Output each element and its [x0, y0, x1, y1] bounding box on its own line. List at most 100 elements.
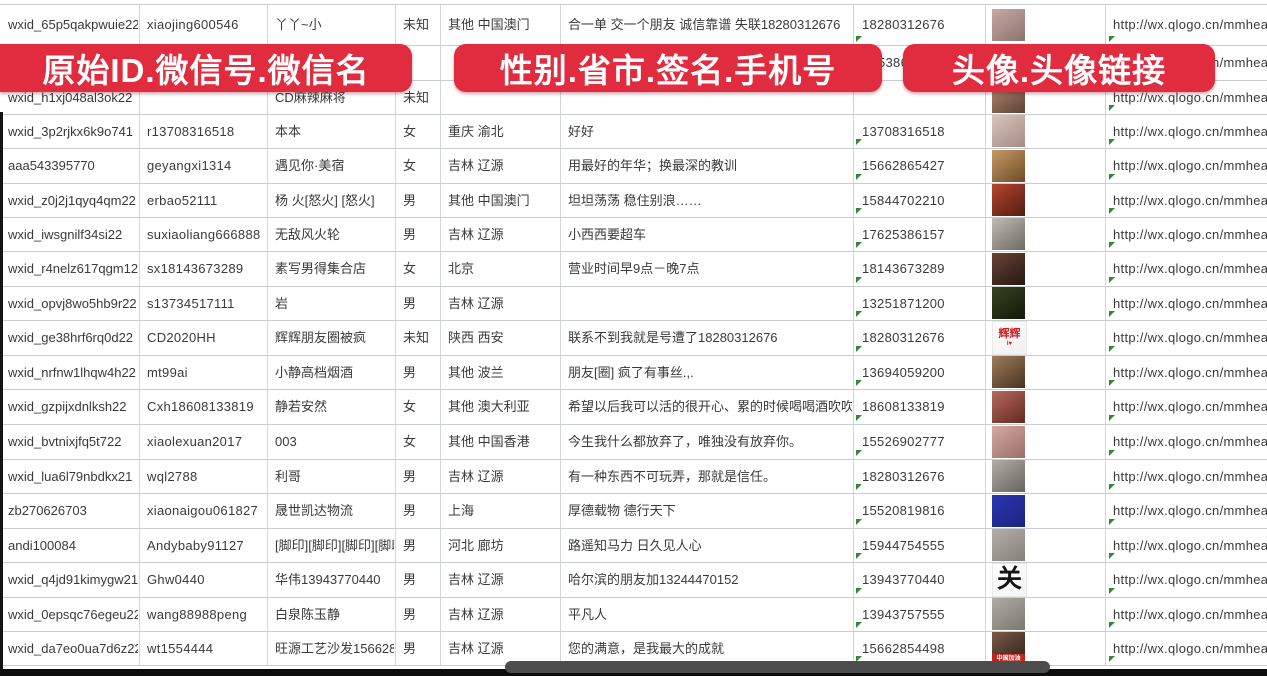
cell-phone[interactable]: 15662854498 [862, 640, 945, 656]
cell-phone[interactable]: 13943757555 [862, 606, 945, 622]
cell-gender[interactable]: 未知 [403, 17, 430, 32]
cell-wxid[interactable]: wxid_3p2rjkx6k9o741 [8, 123, 134, 139]
cell-nickname[interactable]: 岩 [275, 295, 289, 311]
avatar-url-link[interactable]: http://wx.qlogo.cn/mmhead [1113, 503, 1267, 518]
cell-gender[interactable]: 女 [403, 434, 417, 449]
china-jiayou-photo-avatar[interactable]: 中国加油 [992, 632, 1025, 664]
cell-nickname[interactable]: 杨 火[怒火] [怒火] [275, 192, 375, 208]
person-on-field-photo-avatar[interactable] [992, 598, 1025, 630]
cell-region[interactable]: 吉林 辽源 [448, 572, 504, 587]
cell-gender[interactable]: 女 [403, 123, 417, 139]
cell-wxid[interactable]: wxid_iwsgnilf34si22 [8, 226, 123, 242]
woman-selfie-red-photo-avatar[interactable] [992, 390, 1025, 423]
cell-phone[interactable]: 15944754555 [862, 537, 945, 553]
cell-gender[interactable]: 男 [403, 226, 417, 242]
cell-phone[interactable]: 13694059200 [862, 364, 945, 380]
cell-wxid[interactable]: aaa543395770 [8, 158, 95, 173]
cell-region[interactable]: 陕西 西安 [448, 330, 504, 345]
cell-wxid[interactable]: wxid_0epsqc76egeu22 [8, 606, 138, 622]
cell-gender[interactable]: 男 [403, 295, 417, 311]
cell-phone[interactable]: 18280312676 [862, 330, 945, 345]
cell-signature[interactable]: 您的满意，是我最大的成就 [568, 640, 725, 656]
cell-gender[interactable]: 未知 [403, 330, 430, 345]
cell-region[interactable]: 河北 廊坊 [448, 537, 504, 553]
cell-nickname[interactable]: 素写男得集合店 [275, 261, 367, 276]
cell-wxid[interactable]: zb270626703 [8, 503, 87, 518]
cell-phone[interactable]: 13251871200 [862, 295, 945, 311]
person-in-car-photo-avatar[interactable] [992, 218, 1025, 250]
cell-region[interactable]: 其他 澳大利亚 [448, 399, 530, 414]
cell-signature[interactable]: 希望以后我可以活的很开心、累的时候喝喝酒吹吹[ [568, 399, 852, 414]
cell-region[interactable]: 吉林 辽源 [448, 158, 504, 173]
cell-signature[interactable]: 平凡人 [568, 606, 608, 622]
cell-wechat_id[interactable]: wang88988peng [147, 606, 248, 622]
avatar-url-link[interactable]: http://wx.qlogo.cn/mmhead [1113, 330, 1267, 345]
cell-wechat_id[interactable]: xiaolexuan2017 [147, 434, 243, 449]
cell-signature[interactable]: 好好 [568, 123, 595, 139]
cell-nickname[interactable]: [脚印][脚印][脚印][脚印] [275, 537, 394, 553]
cell-signature[interactable]: 朋友[圈] 疯了有事丝.,. [568, 364, 694, 380]
cell-nickname[interactable]: 晟世凯达物流 [275, 503, 354, 518]
cell-wxid[interactable]: wxid_h1xj048al3ok22 [8, 89, 133, 105]
cell-gender[interactable]: 女 [403, 158, 417, 173]
cell-gender[interactable]: 男 [403, 606, 417, 622]
cell-gender[interactable]: 未知 [403, 89, 430, 105]
avatar-url-link[interactable]: http://wx.qlogo.cn/mmhead [1113, 17, 1267, 32]
cell-avatar[interactable] [987, 286, 1104, 320]
cell-wechat_id[interactable]: sx18143673289 [147, 261, 244, 276]
cell-wechat_id[interactable]: CD2020HH [147, 330, 216, 345]
cell-region[interactable]: 吉林 辽源 [448, 640, 504, 656]
cell-signature[interactable]: 坦坦荡荡 稳住别浪…… [568, 192, 702, 208]
cell-nickname[interactable]: 辉辉朋友圈被疯 [275, 330, 367, 345]
cell-nickname[interactable]: 遇见你·美宿 [275, 158, 345, 173]
qr-code-blue-avatar[interactable] [992, 494, 1025, 527]
avatar-url-link[interactable]: http://wx.qlogo.cn/mmhead [1113, 192, 1267, 208]
cell-region[interactable]: 吉林 辽源 [448, 295, 504, 311]
dark-green-sign-photo-avatar[interactable] [992, 287, 1025, 319]
cell-gender[interactable]: 男 [403, 468, 417, 484]
cell-wxid[interactable]: wxid_q4jd91kimygw21 [8, 572, 138, 587]
cell-phone[interactable]: 13943770440 [862, 572, 945, 587]
woman-selfie-light-photo-avatar[interactable] [992, 115, 1025, 147]
cell-phone[interactable]: 18143673289 [862, 261, 945, 276]
cell-phone[interactable]: 18280312676 [862, 468, 945, 484]
cell-nickname[interactable]: 小静高档烟酒 [275, 364, 354, 380]
cell-wxid[interactable]: wxid_ge38hrf6rq0d22 [8, 330, 134, 345]
cell-wxid[interactable]: wxid_nrfnw1lhqw4h22 [8, 364, 136, 380]
cell-wechat_id[interactable]: wt1554444 [147, 640, 214, 656]
cell-nickname[interactable]: 华伟13943770440 [275, 572, 381, 587]
cell-avatar[interactable] [987, 355, 1104, 389]
woman-selfie-photo-avatar[interactable] [992, 8, 1025, 41]
cell-region[interactable]: 其他 中国澳门 [448, 192, 530, 208]
cell-avatar[interactable] [987, 183, 1104, 217]
cell-region[interactable]: 北京 [448, 261, 475, 276]
cell-gender[interactable]: 男 [403, 640, 417, 656]
cell-region[interactable]: 吉林 辽源 [448, 606, 504, 622]
cell-phone[interactable]: 15662865427 [862, 158, 945, 173]
cell-phone[interactable]: 15526902777 [862, 434, 945, 449]
cell-wechat_id[interactable]: xiaonaigou061827 [147, 503, 259, 518]
cell-signature[interactable]: 路遥知马力 日久见人心 [568, 537, 702, 553]
cell-phone[interactable]: 5386 [878, 55, 909, 70]
cell-phone[interactable]: 15520819816 [862, 503, 945, 518]
street-scene-photo-avatar[interactable] [992, 529, 1025, 561]
cell-gender[interactable]: 男 [403, 192, 417, 208]
cell-gender[interactable]: 男 [403, 364, 417, 380]
cell-avatar[interactable]: 中国加油 [987, 631, 1104, 665]
avatar-url-link[interactable]: http://wx.qlogo.cn/mmhead [1113, 226, 1267, 242]
cell-wechat_id[interactable]: s13734517111 [147, 295, 235, 311]
cell-signature[interactable]: 今生我什么都放弃了，唯独没有放弃你。 [568, 434, 803, 449]
cell-region[interactable]: 其他 波兰 [448, 364, 504, 380]
cell-wechat_id[interactable]: r13708316518 [147, 123, 235, 139]
avatar-url-link[interactable]: http://wx.qlogo.cn/mmhead [1113, 572, 1267, 587]
cell-avatar[interactable] [987, 424, 1104, 459]
cell-wechat_id[interactable]: geyangxi1314 [147, 158, 232, 173]
cell-gender[interactable]: 男 [403, 572, 417, 587]
cell-wxid[interactable]: andi100084 [8, 537, 76, 553]
cell-avatar[interactable] [987, 114, 1104, 148]
cell-nickname[interactable]: 003 [275, 434, 297, 449]
cell-avatar[interactable] [987, 251, 1104, 286]
warm-flowers-photo-avatar[interactable] [992, 149, 1025, 182]
cell-signature[interactable]: 用最好的年华；换最深的教训 [568, 158, 738, 173]
cell-avatar[interactable] [987, 4, 1104, 45]
